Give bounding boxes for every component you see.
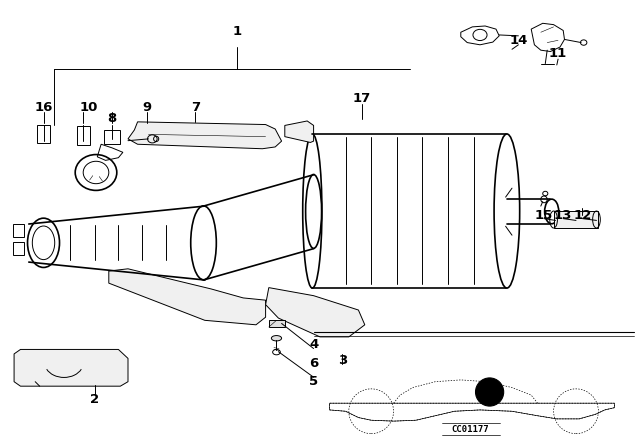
Bar [37,125,50,143]
Polygon shape [266,288,365,337]
Text: 9: 9 [143,101,152,114]
Polygon shape [285,121,314,142]
Text: CC01177: CC01177 [452,425,489,434]
Text: 15: 15 [535,208,553,222]
Text: 16: 16 [35,101,52,114]
Text: 4: 4 [309,338,318,352]
Text: 13: 13 [554,208,572,222]
Bar [13,242,24,255]
Text: 14: 14 [509,34,527,47]
Text: 11: 11 [549,47,567,60]
Text: 12: 12 [573,208,591,222]
Text: 17: 17 [353,92,371,105]
Text: 5: 5 [309,375,318,388]
Bar [77,126,90,145]
Bar [269,320,285,327]
Bar [554,211,598,228]
Polygon shape [109,269,266,325]
Bar [13,224,24,237]
Text: 1: 1 [232,25,241,38]
Text: 7: 7 [191,101,200,114]
Ellipse shape [271,336,282,341]
Text: 10: 10 [79,101,97,114]
Text: 6: 6 [309,357,318,370]
Polygon shape [128,122,282,149]
Bar [104,130,120,144]
Text: 8: 8 [108,112,116,125]
Circle shape [476,378,504,406]
Text: 2: 2 [90,393,99,406]
Text: 3: 3 [338,354,347,367]
Polygon shape [14,349,128,386]
